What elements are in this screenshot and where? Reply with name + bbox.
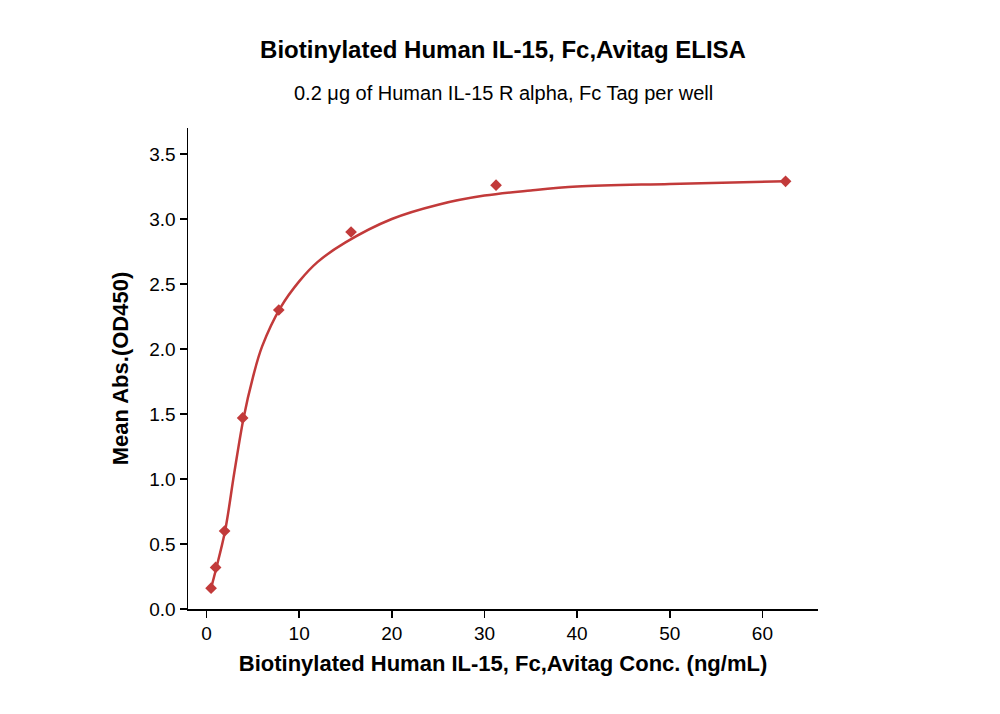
svg-text:0.2 μg of Human IL-15 R alpha,: 0.2 μg of Human IL-15 R alpha, Fc Tag pe… xyxy=(294,82,713,104)
svg-text:30: 30 xyxy=(474,623,495,644)
svg-text:10: 10 xyxy=(289,623,310,644)
svg-text:2.0: 2.0 xyxy=(149,339,175,360)
svg-text:3.5: 3.5 xyxy=(149,144,175,165)
svg-text:1.0: 1.0 xyxy=(149,469,175,490)
svg-text:0.0: 0.0 xyxy=(149,599,175,620)
svg-text:Mean Abs.(OD450): Mean Abs.(OD450) xyxy=(108,272,133,466)
svg-text:Biotinylated Human IL-15, Fc,A: Biotinylated Human IL-15, Fc,Avitag Conc… xyxy=(239,651,767,676)
svg-text:40: 40 xyxy=(567,623,588,644)
svg-text:50: 50 xyxy=(659,623,680,644)
svg-text:20: 20 xyxy=(381,623,402,644)
svg-text:0.5: 0.5 xyxy=(149,534,175,555)
svg-text:60: 60 xyxy=(752,623,773,644)
svg-text:0: 0 xyxy=(201,623,212,644)
svg-text:Biotinylated Human IL-15, Fc,A: Biotinylated Human IL-15, Fc,Avitag ELIS… xyxy=(260,36,746,63)
svg-text:2.5: 2.5 xyxy=(149,274,175,295)
svg-text:3.0: 3.0 xyxy=(149,209,175,230)
svg-text:1.5: 1.5 xyxy=(149,404,175,425)
